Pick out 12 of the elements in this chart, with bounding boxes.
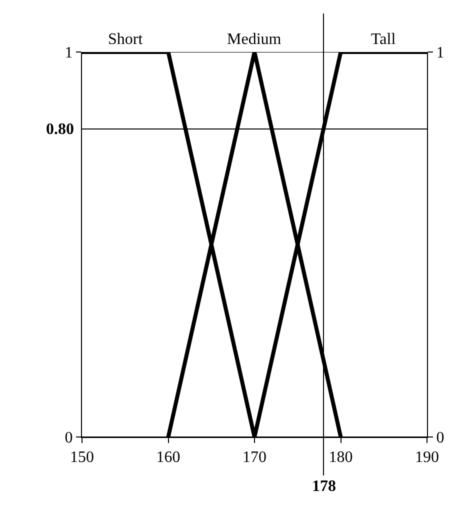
series-label: Medium bbox=[227, 31, 282, 48]
series-label: Tall bbox=[371, 31, 396, 48]
x-tick-label: 180 bbox=[328, 449, 353, 466]
x-tick-label: 190 bbox=[415, 449, 439, 466]
y2-tick-label: 0 bbox=[436, 430, 444, 447]
x-tick-label: 170 bbox=[242, 449, 266, 466]
x-tick-label: 150 bbox=[70, 449, 94, 466]
series-label: Short bbox=[108, 31, 144, 48]
x-tick-label: 160 bbox=[156, 449, 180, 466]
ref-line-label: 0.80 bbox=[46, 121, 74, 138]
y2-tick-label: 1 bbox=[436, 44, 444, 62]
ref-line-label: 178 bbox=[312, 478, 336, 495]
